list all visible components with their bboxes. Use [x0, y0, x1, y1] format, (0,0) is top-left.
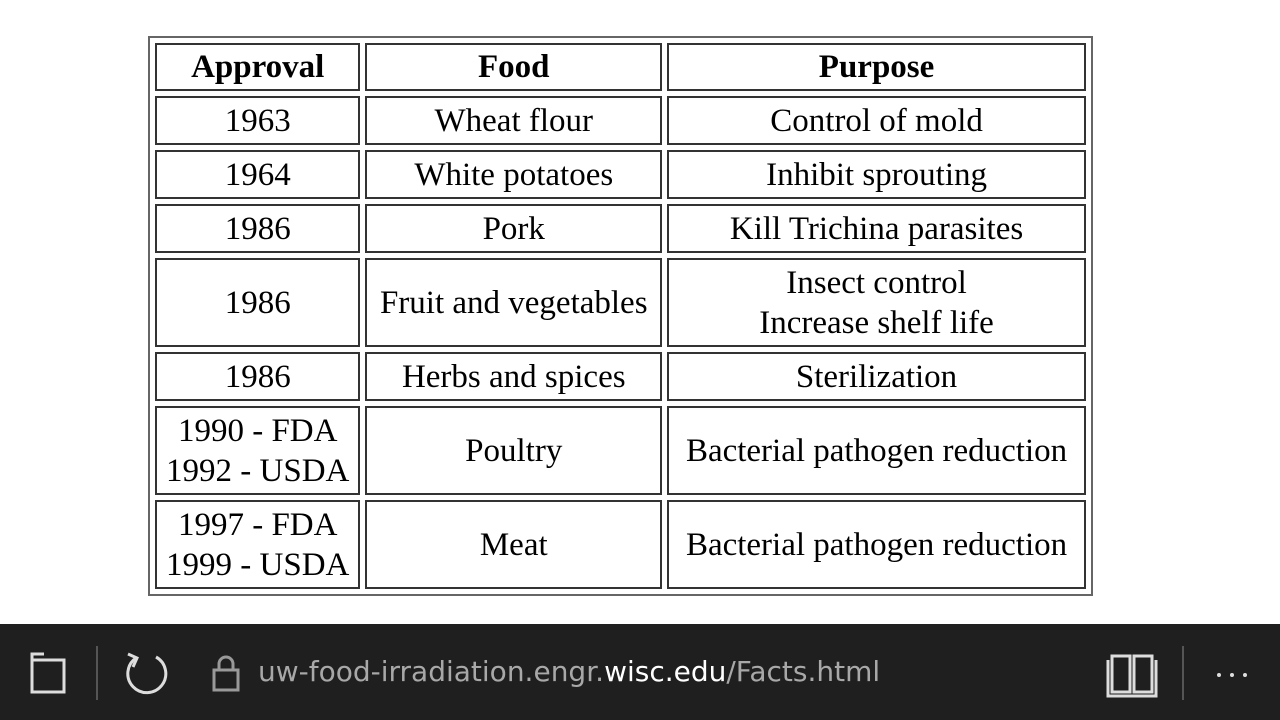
table-cell: Meat [365, 500, 663, 589]
address-url[interactable]: uw-food-irradiation.engr.wisc.edu/Facts.… [258, 652, 880, 692]
table-row: 1990 - FDA 1992 - USDA Poultry Bacterial pa… [155, 406, 1086, 495]
table-cell: 1997 - FDA 1999 - USDA [155, 500, 361, 589]
cell-line: Control of mold [770, 102, 983, 139]
table-row: 1986 Fruit and vegetables Insect control In… [155, 258, 1086, 347]
more-icon[interactable] [1217, 673, 1247, 677]
table-cell: Sterilization [667, 352, 1086, 401]
table-cell: 1964 [155, 150, 361, 199]
table-cell: Kill Trichina parasites [667, 204, 1086, 253]
table-cell: 1990 - FDA 1992 - USDA [155, 406, 361, 495]
table-row: 1964 White potatoes Inhibit sprouting [155, 150, 1086, 199]
cell-line: 1992 - USDA [166, 452, 350, 489]
refresh-icon[interactable] [126, 652, 168, 695]
toolbar-icons [30, 646, 1247, 700]
table-cell: Poultry [365, 406, 663, 495]
cell-line: Sterilization [795, 358, 958, 395]
cell-line: Bacterial pathogen reduction [685, 526, 1068, 563]
url-prefix: uw-food-irradiation.engr. [258, 655, 605, 688]
tabs-icon[interactable] [30, 652, 66, 694]
header-cell: Purpose [667, 43, 1086, 91]
cell-line: Insect control [786, 264, 967, 301]
reading-view-icon[interactable] [1106, 654, 1158, 698]
table-cell: Fruit and vegetables [365, 258, 663, 347]
header-cell: Food [365, 43, 663, 91]
cell-line: 1997 - FDA [177, 506, 338, 543]
cell-line: Inhibit sprouting [766, 156, 987, 193]
url-path: /Facts.html [726, 655, 881, 688]
cell-line: Pork [482, 210, 545, 247]
table-cell: 1986 [155, 204, 361, 253]
header-cell: Approval [155, 43, 361, 91]
browser-toolbar: uw-food-irradiation.engr.wisc.edu/Facts.… [0, 624, 1280, 720]
cell-line: Meat [479, 526, 548, 563]
table-cell: Bacterial pathogen reduction [667, 500, 1086, 589]
url-domain: wisc.edu [604, 655, 727, 688]
cell-line: Wheat flour [434, 102, 594, 139]
cell-line: 1963 [224, 102, 291, 139]
cell-line: Poultry [465, 432, 563, 469]
table-row: 1986 Pork Kill Trichina parasites [155, 204, 1086, 253]
table-cell: Bacterial pathogen reduction [667, 406, 1086, 495]
table-cell: Insect control Increase shelf life [667, 258, 1086, 347]
cell-line: 1990 - FDA [177, 412, 338, 449]
cell-line: Bacterial pathogen reduction [685, 432, 1068, 469]
cell-line: 1964 [224, 156, 291, 193]
cell-line: 1999 - USDA [166, 546, 350, 583]
table-cell: Control of mold [667, 96, 1086, 145]
table-row: 1963 Wheat flour Control of mold [155, 96, 1086, 145]
cell-line: Fruit and vegetables [379, 284, 648, 321]
cell-line: 1986 [224, 358, 291, 395]
cell-line: Herbs and spices [401, 358, 626, 395]
table-cell: White potatoes [365, 150, 663, 199]
table-cell: 1986 [155, 258, 361, 347]
table-cell: Herbs and spices [365, 352, 663, 401]
table-cell: 1963 [155, 96, 361, 145]
table-cell: Inhibit sprouting [667, 150, 1086, 199]
table-cell: Pork [365, 204, 663, 253]
table-cell: Wheat flour [365, 96, 663, 145]
table-cell: 1986 [155, 352, 361, 401]
cell-line: 1986 [224, 210, 291, 247]
cell-line: White potatoes [414, 156, 614, 193]
cell-line: 1986 [224, 284, 291, 321]
header-row: Approval Food Purpose [155, 43, 1086, 91]
lock-icon [212, 655, 240, 692]
irradiation-table: Approval Food Purpose 1963 Wheat flour Contro… [148, 36, 1093, 596]
cell-line: Increase shelf life [759, 304, 994, 341]
table-row: 1986 Herbs and spices Sterilization [155, 352, 1086, 401]
table-row: 1997 - FDA 1999 - USDA Meat Bacterial patho… [155, 500, 1086, 589]
cell-line: Kill Trichina parasites [729, 210, 1024, 247]
